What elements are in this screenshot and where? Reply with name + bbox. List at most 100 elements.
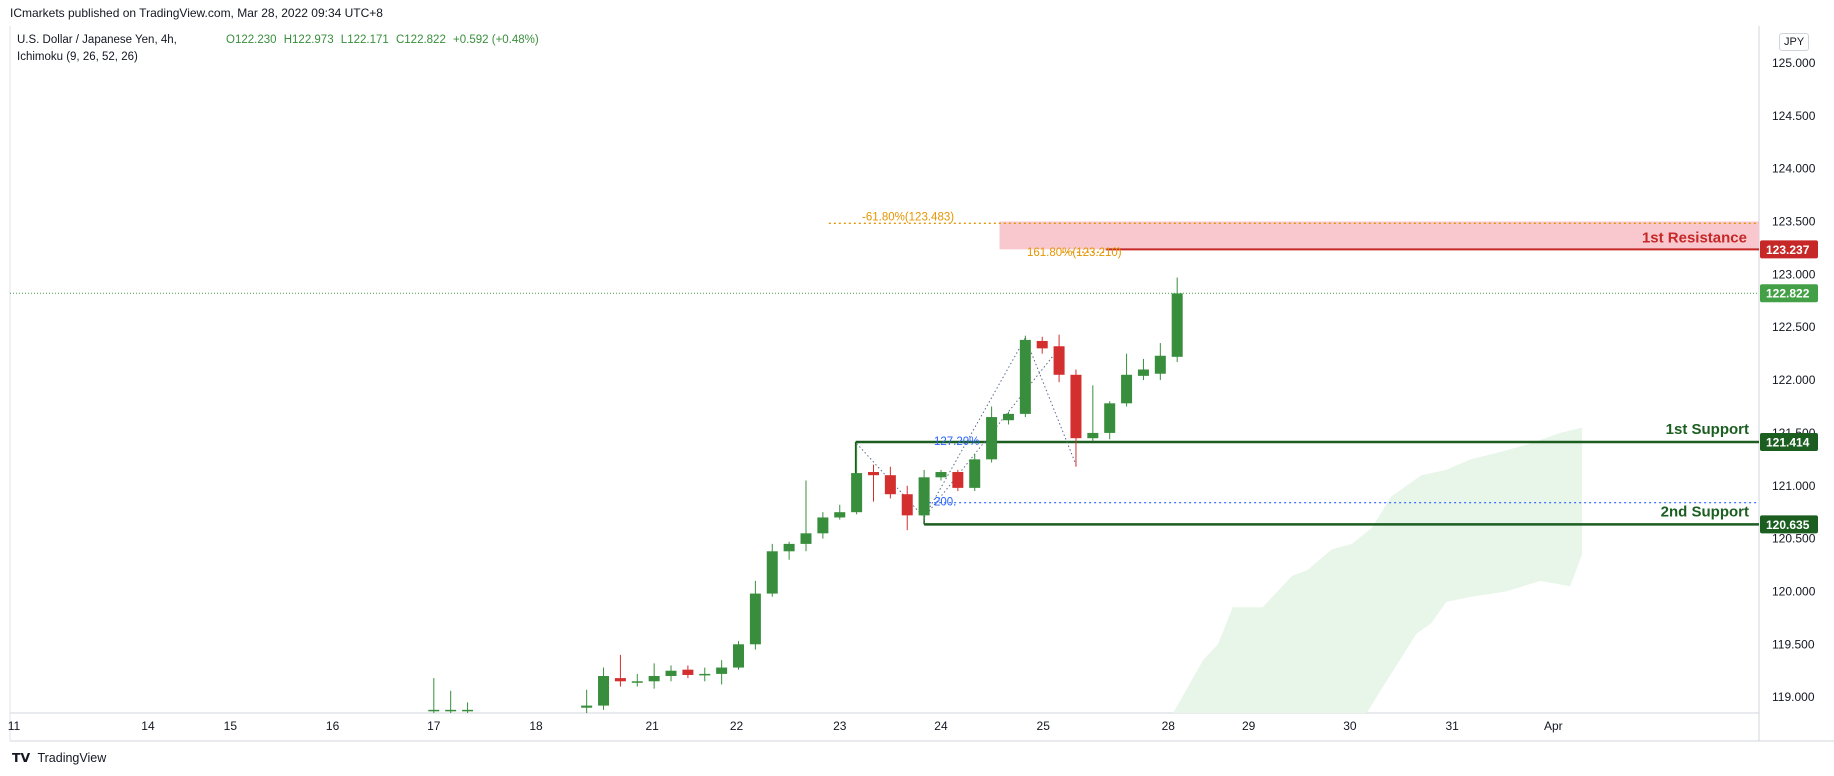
fib-label-minus-61-8: -61.80%(123.483) xyxy=(862,211,954,223)
candle-body xyxy=(884,475,896,495)
candle-body xyxy=(428,709,440,712)
candle-body xyxy=(1121,374,1133,404)
y-tick-label: 122.500 xyxy=(1772,320,1816,334)
x-tick-label: 21 xyxy=(645,719,659,733)
change-value: +0.592 (+0.48%) xyxy=(453,34,539,46)
publisher-line: ICmarkets published on TradingView.com, … xyxy=(10,6,383,20)
resistance-1-label: 1st Resistance xyxy=(1642,229,1747,246)
last-price-badge-box xyxy=(1760,284,1818,303)
y-tick-label: 121.000 xyxy=(1772,479,1816,493)
candle-body xyxy=(783,543,795,552)
high-value: H122.973 xyxy=(283,34,334,46)
tradingview-logo-icon: 𝗧𝗩 xyxy=(12,751,31,765)
x-tick-label: 30 xyxy=(1343,719,1357,733)
y-tick-label: 124.000 xyxy=(1772,162,1816,176)
y-tick-label: 124.500 xyxy=(1772,109,1816,123)
open-value: O122.230 xyxy=(226,34,277,46)
ohlc-readout: O122.230 H122.973 L122.171 C122.822 +0.5… xyxy=(226,34,539,46)
candle-body xyxy=(445,709,457,712)
candle-body xyxy=(986,417,998,460)
candle-body xyxy=(1070,374,1082,439)
candle-body xyxy=(1104,403,1116,433)
candle-body xyxy=(952,472,964,488)
x-tick-label: 22 xyxy=(730,719,744,733)
x-tick-label: 24 xyxy=(934,719,948,733)
candle-body xyxy=(1137,369,1149,376)
fib-label-200: 200. xyxy=(934,497,956,509)
support-2-price-badge: 120.635 xyxy=(1766,518,1810,532)
y-tick-label: 123.000 xyxy=(1772,267,1816,281)
fib-connector-line xyxy=(1024,337,1077,465)
close-value: C122.822 xyxy=(395,34,446,46)
candle-body xyxy=(834,512,846,518)
candle-body xyxy=(716,667,728,674)
candle-body xyxy=(918,477,930,516)
candle-body xyxy=(1087,432,1099,439)
x-tick-label: 28 xyxy=(1162,719,1176,733)
x-tick-label: 25 xyxy=(1037,719,1051,733)
candle-body xyxy=(1154,355,1166,374)
resistance-price-badge: 123.237 xyxy=(1766,243,1810,257)
candle-body xyxy=(682,669,694,675)
candle-body xyxy=(935,472,947,478)
candle-body xyxy=(1053,346,1065,375)
currency-badge[interactable]: JPY xyxy=(1779,33,1810,51)
resistance-price-badge-box xyxy=(1760,240,1818,259)
x-tick-label: 14 xyxy=(141,719,155,733)
candle-body xyxy=(867,472,879,476)
y-tick-label: 120.000 xyxy=(1772,584,1816,598)
x-tick-label: 31 xyxy=(1445,719,1459,733)
candle-body xyxy=(800,533,812,544)
x-tick-label: 11 xyxy=(8,719,21,733)
resistance-zone xyxy=(999,221,1759,250)
candle-body xyxy=(749,593,761,645)
candle-body xyxy=(817,517,829,534)
x-tick-label: 29 xyxy=(1242,719,1256,733)
candle-body xyxy=(851,473,863,513)
candle-body xyxy=(614,678,626,682)
candle-body xyxy=(1002,413,1014,421)
candle-body xyxy=(598,676,610,706)
fib-label-127-2: 127.20% xyxy=(934,436,979,448)
candle-body xyxy=(733,644,745,668)
candle-body xyxy=(1019,339,1031,414)
y-tick-label: 119.500 xyxy=(1772,637,1815,651)
ichimoku-cloud xyxy=(1173,427,1583,713)
candle-body xyxy=(969,459,981,488)
x-tick-label: 15 xyxy=(224,719,238,733)
support-1-price-badge-box xyxy=(1760,433,1818,452)
x-tick-label: 23 xyxy=(833,719,847,733)
x-tick-label: Apr xyxy=(1544,719,1563,733)
candle-body xyxy=(1036,340,1048,349)
indicator-title[interactable]: Ichimoku (9, 26, 52, 26) xyxy=(17,51,138,63)
candle-body xyxy=(581,705,593,708)
plot-group xyxy=(10,221,1759,713)
support-1-price-badge: 121.414 xyxy=(1766,436,1810,450)
candle-body xyxy=(631,681,643,683)
x-tick-label: 16 xyxy=(326,719,340,733)
low-value: L122.171 xyxy=(340,34,389,46)
y-tick-label: 122.000 xyxy=(1772,373,1816,387)
support-1-label: 1st Support xyxy=(1666,421,1749,438)
candle-body xyxy=(766,551,778,594)
tradingview-brand: 𝗧𝗩 TradingView xyxy=(12,750,106,765)
y-tick-label: 123.500 xyxy=(1772,215,1816,229)
candle-body xyxy=(665,670,677,677)
y-tick-label: 120.500 xyxy=(1772,532,1816,546)
candle-body xyxy=(462,709,474,712)
candle-body xyxy=(1171,293,1183,357)
last-price-badge: 122.822 xyxy=(1766,287,1810,301)
fib-connector-line xyxy=(856,443,925,518)
x-tick-label: 17 xyxy=(427,719,441,733)
candle-body xyxy=(648,676,660,682)
y-tick-label: 119.000 xyxy=(1772,690,1815,704)
candle-body xyxy=(901,494,913,516)
y-tick-label: 125.000 xyxy=(1772,56,1816,70)
support-2-label: 2nd Support xyxy=(1661,503,1749,520)
candle-body xyxy=(699,673,711,676)
support-2-price-badge-box xyxy=(1760,515,1818,534)
fib-label-161-8: 161.80%(123.210) xyxy=(1027,247,1122,259)
symbol-title[interactable]: U.S. Dollar / Japanese Yen, 4h, xyxy=(17,34,177,46)
